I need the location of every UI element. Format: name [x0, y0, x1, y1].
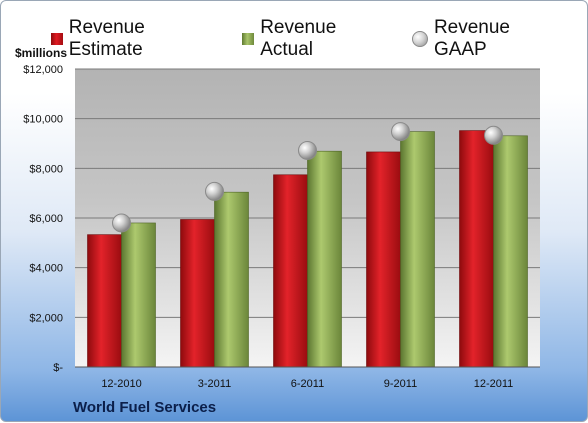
bar-revenue-actual: [214, 191, 249, 368]
bar-revenue-actual: [307, 150, 342, 368]
bar-revenue-estimate: [459, 130, 494, 368]
marker-revenue-gaap: [112, 213, 131, 233]
y-axis-ticks: $- $2,000 $4,000 $6,000 $8,000 $10,000 $12,000: [23, 64, 63, 374]
marker-revenue-gaap: [484, 125, 503, 145]
bars: [87, 130, 528, 368]
legend-marker-gaap: [412, 31, 428, 47]
marker-revenue-gaap: [298, 140, 317, 160]
legend-label-estimate: Revenue Estimate: [68, 17, 145, 60]
marker-revenue-gaap: [205, 181, 224, 201]
gaap-markers: [112, 122, 503, 233]
bar-revenue-actual: [400, 131, 435, 368]
y-tick-label: $12,000: [23, 64, 63, 76]
company-name: World Fuel Services: [73, 399, 217, 416]
legend-swatch-estimate: [51, 33, 63, 45]
bar-revenue-actual: [493, 135, 528, 368]
bar-revenue-actual: [121, 222, 156, 368]
legend-item-gaap: Revenue GAAP: [412, 17, 565, 61]
legend-swatch-actual: [242, 33, 255, 45]
y-tick-label: $6,000: [29, 213, 63, 225]
legend-item-actual: Revenue Actual: [242, 17, 390, 61]
x-tick-label: 12-2011: [474, 378, 514, 390]
y-tick-label: $4,000: [29, 263, 63, 275]
x-tick-label: 9-2011: [384, 378, 417, 390]
marker-revenue-gaap: [391, 122, 410, 142]
x-tick-label: 12-2010: [101, 378, 141, 390]
y-tick-label: $10,000: [23, 114, 63, 126]
y-tick-label: $8,000: [29, 163, 63, 175]
legend: Revenue Estimate Revenue Actual Revenue …: [51, 17, 587, 61]
y-tick-label: $-: [53, 362, 63, 374]
legend-label-actual: Revenue Actual: [260, 17, 337, 60]
y-axis-unit-label: $millions: [15, 46, 68, 60]
bar-revenue-estimate: [180, 219, 215, 368]
bar-revenue-estimate: [87, 234, 122, 368]
x-tick-label: 3-2011: [198, 378, 231, 390]
x-tick-label: 6-2011: [291, 378, 324, 390]
bar-revenue-estimate: [273, 174, 308, 368]
x-axis-ticks: 12-2010 3-2011 6-2011 9-2011 12-2011: [101, 378, 513, 390]
legend-item-estimate: Revenue Estimate: [51, 17, 220, 61]
bar-revenue-estimate: [366, 151, 401, 368]
legend-label-gaap: Revenue GAAP: [433, 17, 510, 60]
y-tick-label: $2,000: [29, 312, 63, 324]
